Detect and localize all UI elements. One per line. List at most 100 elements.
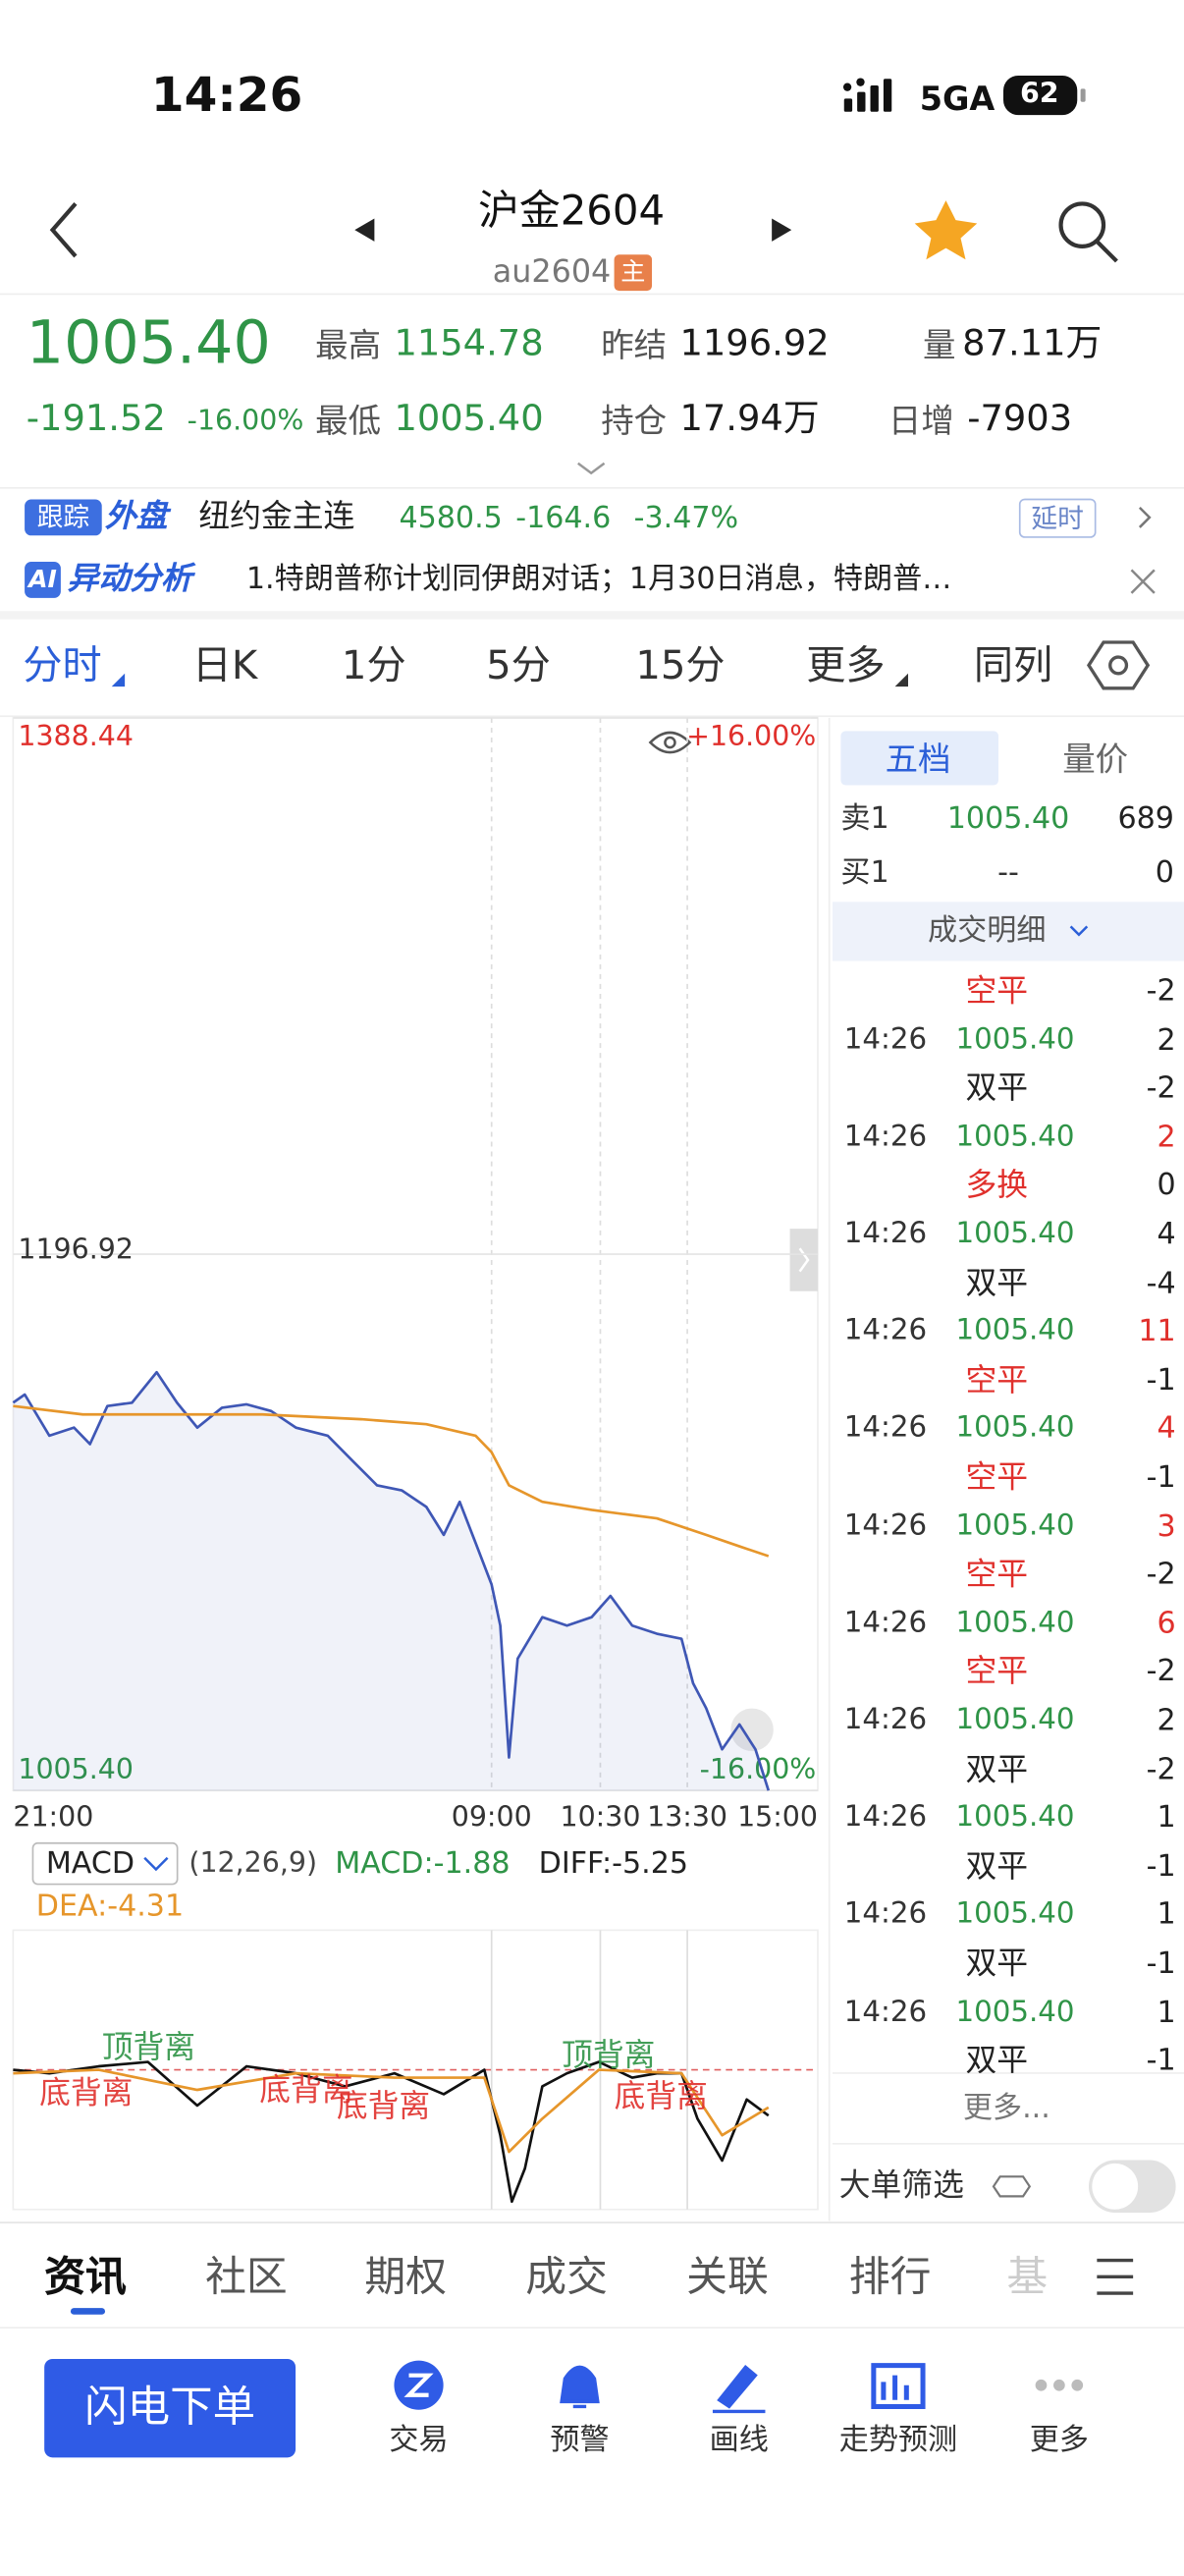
trade-icon-glyph xyxy=(404,2373,434,2397)
main-badge: 主 xyxy=(620,256,646,287)
toolbar-label[interactable]: 走势预测 xyxy=(838,2423,958,2458)
delay-tag[interactable]: 延时 xyxy=(1031,502,1084,533)
book-label: 卖1 xyxy=(840,801,889,837)
close-button[interactable] xyxy=(1130,569,1156,594)
stat-value: 87.11万 xyxy=(962,323,1103,365)
trade-time: 14:26 xyxy=(843,1120,928,1154)
trade-change: -1 xyxy=(1146,1849,1176,1885)
bottom-tab[interactable]: 基 xyxy=(1006,2253,1049,2301)
bottom-tab[interactable]: 成交 xyxy=(525,2253,608,2301)
detail-title[interactable]: 成交明细 xyxy=(928,913,1047,949)
divergence-label: 底背离 xyxy=(615,2079,708,2114)
indicator-name[interactable]: MACD xyxy=(45,1845,135,1881)
x-tick-label: 09:00 xyxy=(452,1801,532,1834)
ai-tag-bg xyxy=(25,562,61,598)
stat-value: 1005.40 xyxy=(394,399,544,441)
alert-icon[interactable] xyxy=(560,2365,600,2409)
draw-icon[interactable] xyxy=(712,2364,766,2414)
stat-label: 昨结 xyxy=(601,325,668,365)
big-order-filter: 大单筛选 xyxy=(838,2167,964,2204)
ai-tag: AI xyxy=(28,564,57,594)
ai-text[interactable]: 1.特朗普称计划同伊朗对话；1月30日消息，特朗普… xyxy=(245,562,952,597)
book-volume: 689 xyxy=(1117,801,1174,837)
forecast-icon[interactable] xyxy=(871,2363,926,2409)
tab-caret xyxy=(894,673,908,687)
divergence-label: 顶背离 xyxy=(102,2030,195,2065)
eye-icon[interactable] xyxy=(648,731,692,754)
delay-box xyxy=(1018,498,1097,538)
next-contract[interactable] xyxy=(772,218,792,242)
bottom-tab[interactable]: 资讯 xyxy=(44,2253,127,2301)
stat-value: -7903 xyxy=(967,399,1073,441)
indicator-readout: DIFF:-5.25 xyxy=(538,1845,689,1881)
x-tick-label: 21:00 xyxy=(13,1801,93,1834)
trade-volume: 3 xyxy=(1157,1508,1176,1544)
more-icon[interactable] xyxy=(1035,2379,1084,2391)
trade-type: 双平 xyxy=(965,1848,1029,1886)
trade-type: 空平 xyxy=(965,973,1029,1010)
chart-tab[interactable]: 5分 xyxy=(486,642,551,688)
more-trades[interactable]: 更多... xyxy=(962,2091,1050,2126)
trade-time: 14:26 xyxy=(843,1800,928,1835)
toolbar-label[interactable]: 交易 xyxy=(389,2423,449,2458)
toolbar-label[interactable]: 预警 xyxy=(550,2423,610,2458)
stat-value: 1196.92 xyxy=(679,323,830,365)
bottom-tab[interactable]: 期权 xyxy=(364,2253,447,2301)
trade-time: 14:26 xyxy=(843,1217,928,1251)
chart-tab[interactable]: 15分 xyxy=(635,642,726,688)
x-tick-label: 15:00 xyxy=(737,1801,818,1834)
chart-tab[interactable]: 日K xyxy=(191,642,258,688)
expand-icon[interactable] xyxy=(577,462,606,475)
book-tab[interactable]: 五档 xyxy=(885,738,951,779)
chart-tab[interactable]: 分时 xyxy=(23,642,102,688)
chart-tab[interactable]: 1分 xyxy=(341,642,406,688)
favorite-star[interactable] xyxy=(914,200,978,260)
book-tab[interactable]: 量价 xyxy=(1062,738,1129,779)
stat-label: 日增 xyxy=(888,401,954,441)
chart-float-button[interactable] xyxy=(730,1708,774,1752)
tag-bg xyxy=(25,499,102,536)
separator xyxy=(0,611,1184,620)
trade-type: 双平 xyxy=(965,1751,1029,1788)
foreign-change: -164.6 xyxy=(515,501,612,536)
order-button-label[interactable]: 闪电下单 xyxy=(84,2384,256,2434)
search-button[interactable] xyxy=(1058,201,1118,263)
panel-toggle[interactable] xyxy=(789,1229,818,1291)
prev-contract[interactable] xyxy=(354,218,375,242)
chevron[interactable] xyxy=(1138,506,1152,528)
settings-icon[interactable] xyxy=(1086,640,1151,690)
stat-label: 最低 xyxy=(315,401,382,441)
price-change: -191.52 xyxy=(26,399,166,441)
battery-level: 62 xyxy=(1020,78,1059,111)
trade-change: 0 xyxy=(1157,1168,1176,1204)
foreign-price: 4580.5 xyxy=(399,501,503,536)
trade-type: 双平 xyxy=(965,1070,1029,1107)
order-button[interactable] xyxy=(44,2358,296,2458)
y2-tick-label: +16.00% xyxy=(686,720,816,752)
book-volume: 0 xyxy=(1155,855,1174,891)
chart-tab[interactable]: 更多 xyxy=(806,642,886,688)
bottom-tab[interactable]: 排行 xyxy=(848,2253,932,2301)
trade-type: 空平 xyxy=(965,1557,1029,1593)
chart-tab[interactable]: 同列 xyxy=(973,642,1053,688)
detail-caret[interactable] xyxy=(1069,925,1089,937)
trade-type: 空平 xyxy=(965,1362,1029,1398)
menu-icon[interactable] xyxy=(1097,2258,1134,2295)
trade-price: 1005.40 xyxy=(955,1022,1075,1057)
back-button[interactable] xyxy=(49,202,78,258)
trade-time: 14:26 xyxy=(843,1996,928,2029)
bottom-tab[interactable]: 关联 xyxy=(686,2253,769,2301)
detail-header-bg xyxy=(833,902,1184,961)
trade-volume: 1 xyxy=(1157,1995,1176,2030)
indicator-select[interactable] xyxy=(31,1841,179,1886)
trade-price: 1005.40 xyxy=(955,1996,1075,2029)
trade-price: 1005.40 xyxy=(955,1800,1075,1835)
battery-icon xyxy=(1003,75,1078,116)
bottom-tab[interactable]: 社区 xyxy=(205,2253,288,2301)
trade-volume: 2 xyxy=(1157,1120,1176,1155)
foreign-change-pct: -3.47% xyxy=(633,501,739,536)
toolbar-label[interactable]: 画线 xyxy=(709,2423,769,2458)
toolbar-label[interactable]: 更多 xyxy=(1029,2423,1089,2458)
trade-change: -2 xyxy=(1146,1070,1176,1107)
